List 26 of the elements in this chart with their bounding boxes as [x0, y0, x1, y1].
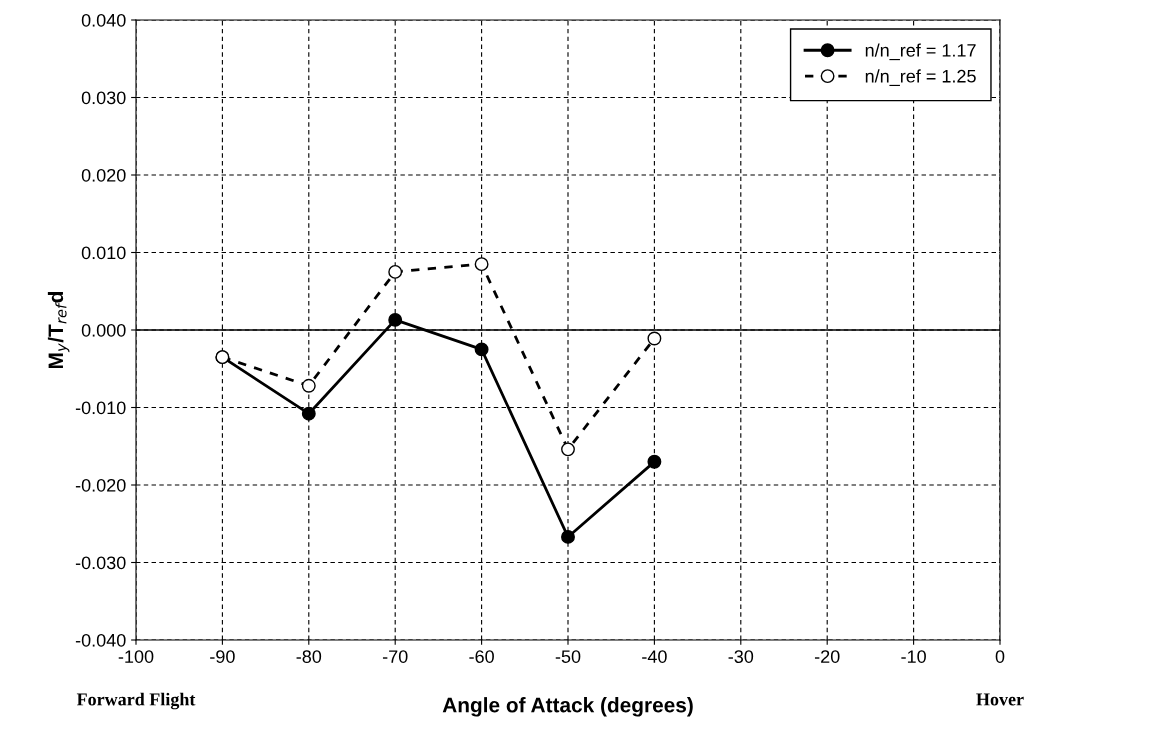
x-tick-label: -100: [118, 650, 154, 663]
y-tick-label: -0.040: [75, 633, 126, 647]
y-tick-label: -0.010: [75, 401, 126, 415]
legend-label: n/n_ref = 1.25: [865, 69, 976, 86]
x-tick-label: -40: [642, 650, 667, 663]
x-tick-label: -20: [814, 650, 840, 663]
y-tick-label: 0.020: [81, 168, 126, 182]
x-axis-title: Angle of Attack (degrees): [442, 697, 693, 717]
x-tick-label: -60: [469, 650, 494, 663]
y-tick-label: 0.000: [81, 323, 126, 337]
text: Forward Flight: [76, 692, 196, 710]
x-tick-label: -10: [901, 650, 926, 663]
y-tick-label: -0.030: [75, 556, 126, 570]
x-tick-label: -90: [210, 650, 235, 663]
legend-label: n/n_ref = 1.17: [865, 43, 976, 61]
x-tick-label: -30: [728, 650, 754, 663]
y-tick-label: 0.010: [81, 246, 126, 260]
x-tick-label: -50: [555, 650, 581, 663]
text: Hover: [976, 693, 1024, 706]
x-tick-label: 0: [995, 650, 1005, 663]
y-tick-label: -0.020: [75, 478, 126, 492]
x-tick-label: -70: [382, 650, 408, 663]
y-tick-label: 0.040: [81, 13, 126, 27]
y-tick-label: 0.030: [81, 91, 126, 105]
y-axis-title: M$_{y}$/T$_{ref}$d: [47, 291, 70, 369]
x-tick-label: -80: [296, 650, 322, 663]
